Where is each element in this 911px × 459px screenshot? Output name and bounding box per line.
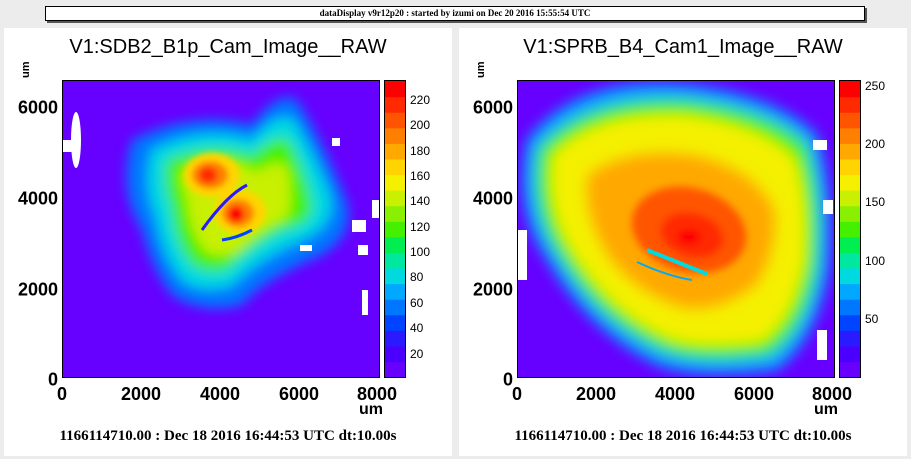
x-axis-unit: um — [359, 401, 383, 418]
color-scale-bar — [384, 80, 406, 378]
color-scale-step — [385, 345, 405, 363]
color-scale-step — [385, 236, 405, 253]
y-tick-label: 2000 — [472, 279, 513, 300]
y-tick-label: 0 — [502, 369, 513, 390]
color-scale-step — [385, 174, 405, 191]
header-bar: dataDisplay v9r12p20 : started by izumi … — [45, 6, 865, 21]
plot-title: V1:SPRB_B4_Cam1_Image__RAW — [523, 36, 843, 58]
color-tick-label: 250 — [865, 79, 886, 93]
color-tick-label: 60 — [410, 296, 424, 310]
color-scale-step — [840, 127, 860, 144]
color-scale-step — [385, 267, 405, 285]
color-tick-label: 150 — [865, 195, 886, 209]
color-scale-step — [385, 361, 405, 377]
color-tick-label: 180 — [410, 144, 431, 158]
color-scale-step — [385, 314, 405, 331]
x-tick-label: 2000 — [575, 384, 617, 404]
x-tick-label: 0 — [511, 384, 523, 404]
color-scale-step — [840, 267, 860, 285]
color-scale-step — [385, 112, 405, 129]
color-scale-step — [385, 283, 405, 300]
color-tick-label: 160 — [410, 169, 431, 183]
color-scale-step — [840, 174, 860, 191]
color-scale-step — [385, 127, 405, 144]
color-tick-label: 120 — [410, 220, 431, 234]
color-scale-bar — [839, 80, 861, 378]
y-axis-unit: um — [475, 61, 487, 79]
color-tick-label: 50 — [865, 312, 879, 326]
color-scale-step — [840, 283, 860, 300]
image-heatmap — [517, 80, 835, 378]
color-tick-label: 140 — [410, 194, 431, 208]
color-scale-step — [385, 330, 405, 347]
x-axis-unit: um — [814, 401, 838, 418]
color-scale-step — [840, 143, 860, 160]
y-axis-unit: um — [20, 61, 32, 79]
color-scale-step — [840, 299, 860, 316]
color-scale-step — [385, 81, 405, 98]
color-tick-label: 80 — [410, 270, 424, 284]
color-scale-step — [385, 158, 405, 176]
color-scale-step — [840, 345, 860, 363]
y-tick-label: 0 — [47, 369, 58, 390]
x-tick-label: 8000 — [356, 384, 398, 404]
x-tick-label: 0 — [56, 384, 68, 404]
plot-title: V1:SDB2_B1p_Cam_Image__RAW — [69, 36, 387, 58]
color-scale-step — [840, 96, 860, 113]
timestamp-footer: 1166114710.00 : Dec 18 2016 16:44:53 UTC… — [59, 428, 397, 444]
color-tick-label: 20 — [410, 347, 424, 361]
x-tick-label: 4000 — [199, 384, 241, 404]
color-tick-label: 40 — [410, 321, 424, 335]
color-scale-step — [840, 205, 860, 222]
color-scale-step — [385, 143, 405, 160]
y-tick-label: 4000 — [17, 188, 58, 209]
x-tick-label: 6000 — [278, 384, 320, 404]
x-tick-label: 6000 — [733, 384, 775, 404]
color-scale-step — [385, 299, 405, 316]
color-scale-step — [840, 314, 860, 331]
color-scale-step — [840, 112, 860, 129]
header-text: dataDisplay v9r12p20 : started by izumi … — [319, 8, 591, 18]
color-scale-gradient — [385, 81, 405, 377]
camera-image-plot[interactable] — [62, 80, 380, 378]
y-tick-label: 4000 — [472, 188, 513, 209]
y-tick-label: 2000 — [17, 279, 58, 300]
color-scale-step — [840, 190, 860, 207]
panel-right[interactable]: V1:SPRB_B4_Cam1_Image__RAW um 6000 4000 … — [459, 28, 907, 456]
x-tick-label: 8000 — [811, 384, 853, 404]
color-scale-step — [385, 96, 405, 113]
image-heatmap — [62, 80, 380, 378]
camera-image-plot[interactable] — [517, 80, 835, 378]
color-tick-label: 200 — [865, 137, 886, 151]
color-scale-step — [840, 252, 860, 269]
color-scale-step — [840, 236, 860, 253]
x-tick-label: 4000 — [654, 384, 696, 404]
color-scale-step — [840, 330, 860, 347]
color-tick-label: 100 — [865, 254, 886, 268]
color-scale-step — [385, 221, 405, 238]
color-scale-step — [385, 190, 405, 207]
y-tick-label: 6000 — [17, 97, 58, 118]
timestamp-footer: 1166114710.00 : Dec 18 2016 16:44:53 UTC… — [514, 428, 852, 444]
color-tick-label: 220 — [410, 93, 431, 107]
color-scale-step — [840, 81, 860, 98]
y-tick-label: 6000 — [472, 97, 513, 118]
panel-left[interactable]: V1:SDB2_B1p_Cam_Image__RAW um 6000 4000 … — [4, 28, 452, 456]
color-scale-step — [840, 361, 860, 377]
color-scale-step — [385, 252, 405, 269]
color-scale-step — [385, 205, 405, 222]
color-scale-step — [840, 158, 860, 176]
color-scale-step — [840, 221, 860, 238]
color-tick-label: 100 — [410, 245, 431, 259]
x-tick-label: 2000 — [120, 384, 162, 404]
color-tick-label: 200 — [410, 118, 431, 132]
color-scale-gradient — [840, 81, 860, 377]
